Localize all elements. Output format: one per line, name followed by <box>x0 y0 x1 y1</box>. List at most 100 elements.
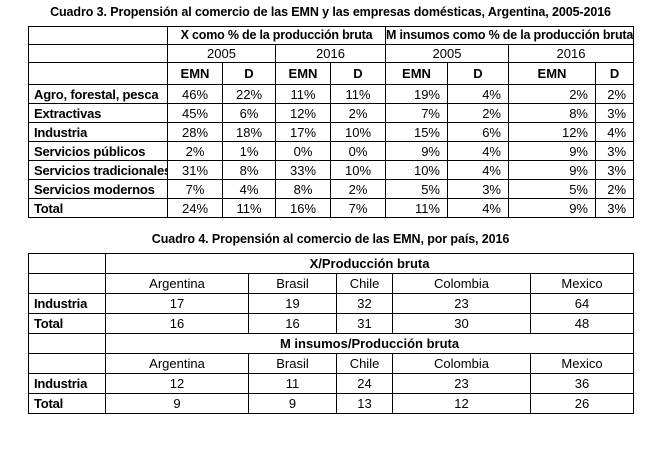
m-section-header: M insumos/Producción bruta <box>104 333 635 354</box>
value-cell: 16 <box>248 313 337 334</box>
table-row: X como % de la producción bruta M insumo… <box>28 26 635 45</box>
row-label: Servicios públicos <box>28 141 168 161</box>
table-row: 2005 2016 2005 2016 <box>28 44 635 63</box>
value-cell: 3% <box>594 198 635 218</box>
value-cell: 4% <box>222 179 276 199</box>
value-cell: 6% <box>447 122 509 142</box>
empty-corner-cell <box>28 44 168 63</box>
country-header: Mexico <box>529 273 635 294</box>
value-cell: 9% <box>508 141 596 161</box>
value-cell: 13 <box>336 393 393 414</box>
country-header-row: Argentina Brasil Chile Colombia Mexico <box>28 273 635 294</box>
value-cell: 3% <box>594 160 635 180</box>
year-header: 2016 <box>275 44 386 63</box>
value-cell: 9 <box>248 393 337 414</box>
value-cell: 11% <box>330 84 386 104</box>
country-header-row: Argentina Brasil Chile Colombia Mexico <box>28 353 635 374</box>
value-cell: 19 <box>248 293 337 314</box>
sector-row: Servicios modernos 7% 4% 8% 2% 5% 3% 5% … <box>28 179 635 199</box>
value-cell: 5% <box>508 179 596 199</box>
value-cell: 2% <box>508 84 596 104</box>
value-cell: 9 <box>105 393 249 414</box>
value-cell: 17% <box>275 122 331 142</box>
column-header: EMN <box>385 62 448 85</box>
value-cell: 33% <box>275 160 331 180</box>
row-label: Total <box>28 313 106 334</box>
sector-row: Industria 28% 18% 17% 10% 15% 6% 12% 4% <box>28 122 635 142</box>
value-cell: 12% <box>275 103 331 123</box>
x-section-header: X/Producción bruta <box>104 253 635 274</box>
value-cell: 46% <box>167 84 223 104</box>
column-header: D <box>594 62 635 85</box>
value-cell: 32 <box>336 293 393 314</box>
value-cell: 7% <box>167 179 223 199</box>
empty-corner-cell <box>28 26 168 45</box>
value-cell: 23 <box>392 293 531 314</box>
value-cell: 2% <box>330 179 386 199</box>
value-cell: 31% <box>167 160 223 180</box>
value-cell: 10% <box>330 160 386 180</box>
country-header: Chile <box>336 353 393 374</box>
value-cell: 28% <box>167 122 223 142</box>
value-cell: 2% <box>594 84 635 104</box>
cuadro4-title: Cuadro 4. Propensión al comercio de las … <box>151 232 510 246</box>
value-cell: 23 <box>392 373 531 394</box>
value-cell: 3% <box>594 103 635 123</box>
row-label: Industria <box>28 373 106 394</box>
sector-row: Extractivas 45% 6% 12% 2% 7% 2% 8% 3% <box>28 103 635 123</box>
value-cell: 18% <box>222 122 276 142</box>
value-cell: 24% <box>167 198 223 218</box>
value-cell: 11% <box>222 198 276 218</box>
value-cell: 9% <box>385 141 448 161</box>
country-header: Colombia <box>392 353 531 374</box>
row-label: Total <box>28 198 168 218</box>
value-cell: 2% <box>167 141 223 161</box>
cuadro4-table: X/Producción bruta Argentina Brasil Chil… <box>28 253 635 414</box>
value-cell: 64 <box>529 293 635 314</box>
year-header: 2005 <box>167 44 276 63</box>
row-label: Servicios tradicionales <box>28 160 168 180</box>
value-cell: 16 <box>105 313 249 334</box>
value-cell: 15% <box>385 122 448 142</box>
empty-corner-cell <box>28 62 168 85</box>
value-cell: 9% <box>508 198 596 218</box>
row-label: Servicios modernos <box>28 179 168 199</box>
value-cell: 4% <box>447 160 509 180</box>
empty-corner-cell <box>28 253 106 274</box>
value-cell: 31 <box>336 313 393 334</box>
sector-row: Industria 12 11 24 23 36 <box>28 373 635 394</box>
cuadro3-table: X como % de la producción bruta M insumo… <box>28 26 635 218</box>
value-cell: 12 <box>392 393 531 414</box>
value-cell: 45% <box>167 103 223 123</box>
country-header: Brasil <box>248 353 337 374</box>
value-cell: 9% <box>508 160 596 180</box>
value-cell: 3% <box>447 179 509 199</box>
total-row: Total 16 16 31 30 48 <box>28 313 635 334</box>
value-cell: 17 <box>105 293 249 314</box>
value-cell: 4% <box>447 84 509 104</box>
value-cell: 7% <box>330 198 386 218</box>
country-header: Brasil <box>248 273 337 294</box>
row-label: Agro, forestal, pesca <box>28 84 168 104</box>
value-cell: 0% <box>330 141 386 161</box>
country-header: Colombia <box>392 273 531 294</box>
column-header: EMN <box>508 62 596 85</box>
value-cell: 11 <box>248 373 337 394</box>
value-cell: 11% <box>275 84 331 104</box>
value-cell: 8% <box>275 179 331 199</box>
table-row: EMN D EMN D EMN D EMN D <box>28 62 635 85</box>
value-cell: 8% <box>222 160 276 180</box>
value-cell: 16% <box>275 198 331 218</box>
sector-row: Agro, forestal, pesca 46% 22% 11% 11% 19… <box>28 84 635 104</box>
sector-row: Servicios tradicionales 31% 8% 33% 10% 1… <box>28 160 635 180</box>
country-header: Argentina <box>105 353 249 374</box>
cuadro3-title: Cuadro 3. Propensión al comercio de las … <box>50 5 611 19</box>
country-header: Argentina <box>105 273 249 294</box>
value-cell: 12% <box>508 122 596 142</box>
value-cell: 5% <box>385 179 448 199</box>
value-cell: 12 <box>105 373 249 394</box>
value-cell: 1% <box>222 141 276 161</box>
table-row: X/Producción bruta <box>28 253 635 274</box>
country-header: Chile <box>336 273 393 294</box>
total-row: Total 9 9 13 12 26 <box>28 393 635 414</box>
